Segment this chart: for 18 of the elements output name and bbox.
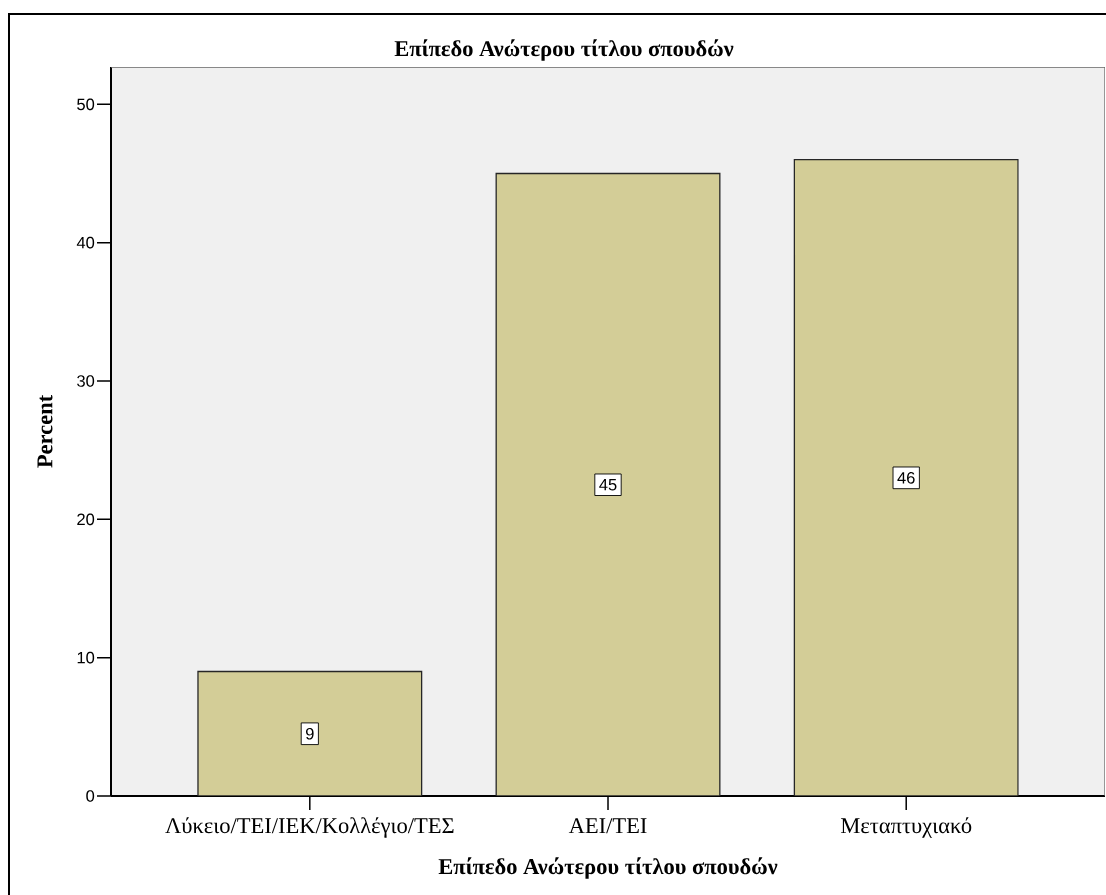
y-tick-label: 0 <box>86 790 95 802</box>
y-tick-label: 40 <box>76 236 95 249</box>
bar <box>495 172 721 796</box>
data-label: 9 <box>305 727 314 740</box>
x-tick-label: Λύκειο/ΤΕΙ/ΙΕΚ/Κολλέγιο/ΤΕΣ <box>165 817 454 838</box>
chart-title: Επίπεδο Ανώτερου τίτλου σπουδών <box>394 39 734 61</box>
y-axis-title: Percent <box>37 394 53 468</box>
y-tick-label: 50 <box>77 98 95 111</box>
bar <box>197 670 423 796</box>
y-tick-label: 20 <box>77 513 95 526</box>
data-label: 45 <box>599 479 617 491</box>
data-label: 46 <box>897 471 915 484</box>
x-axis-title: Επίπεδο Ανώτερου τίτλου σπουδών <box>438 857 778 879</box>
x-tick-label: ΑΕΙ/ΤΕΙ <box>568 818 647 834</box>
y-tick-label: 10 <box>77 651 95 664</box>
bar <box>793 159 1019 796</box>
y-tick-label: 30 <box>77 375 95 387</box>
x-tick-label: Μεταπτυχιακό <box>840 817 972 838</box>
